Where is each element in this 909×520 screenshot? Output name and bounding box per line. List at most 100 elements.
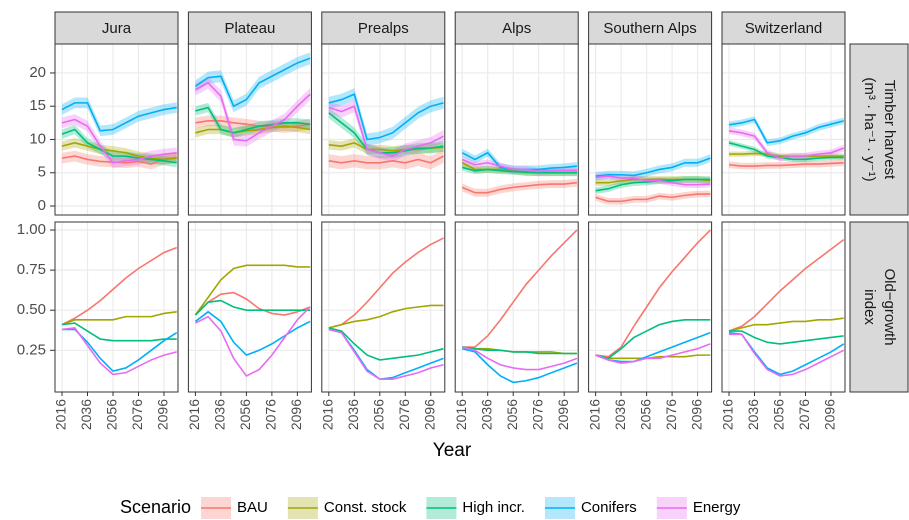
series-line	[61, 311, 177, 326]
series-line	[729, 333, 845, 377]
legend-item: Conifers	[544, 497, 637, 519]
x-tick-label: 2016	[720, 399, 736, 430]
confidence-band	[462, 156, 577, 175]
panel	[454, 43, 579, 216]
x-tick-label: 2056	[771, 399, 787, 430]
panel	[54, 43, 179, 216]
y-tick-label: 10	[29, 130, 46, 147]
series-line	[462, 229, 578, 348]
series-line	[194, 57, 311, 108]
facet-row-label: (m³ · ha⁻¹ · y⁻¹)	[861, 77, 878, 181]
x-tick-label: 2056	[637, 399, 653, 430]
confidence-band	[195, 115, 311, 133]
legend-item: High incr.	[426, 497, 525, 519]
series-line	[595, 175, 711, 186]
x-tick-label: 2056	[370, 399, 386, 430]
series-line	[328, 304, 444, 329]
series-line	[462, 346, 577, 355]
panel-background	[722, 222, 845, 392]
series-line	[328, 112, 444, 154]
panel	[588, 43, 713, 216]
panel-background	[55, 222, 178, 392]
panel-background	[321, 44, 445, 215]
series-line	[61, 102, 177, 132]
x-tick-label: 2076	[663, 399, 679, 430]
panel-border	[54, 221, 179, 393]
y-tick-label: 20	[29, 64, 46, 81]
series-line	[195, 81, 311, 142]
confidence-band	[462, 148, 577, 174]
series-line	[461, 158, 577, 173]
x-tick-label: 2016	[53, 399, 69, 430]
confidence-band	[328, 88, 444, 146]
series-line	[728, 239, 845, 332]
facet-strip	[54, 11, 179, 45]
confidence-band	[328, 138, 444, 156]
series-line	[462, 347, 578, 384]
panel-border	[321, 221, 446, 393]
confidence-band	[462, 159, 577, 177]
y-tick-label: 0	[38, 197, 46, 214]
confidence-band	[328, 107, 444, 159]
facet-strip	[187, 11, 312, 45]
legend-label: Conifers	[581, 499, 637, 516]
series-line	[462, 346, 578, 371]
y-tick-label: 0.75	[17, 261, 46, 278]
series-line	[61, 246, 178, 326]
legend-item: Const. stock	[287, 497, 407, 519]
series-line	[328, 328, 444, 380]
x-tick-label: 2096	[822, 399, 838, 430]
x-tick-label: 2036	[345, 399, 361, 430]
legend-label: Const. stock	[324, 499, 407, 516]
series-line	[461, 181, 578, 194]
series-line	[194, 264, 311, 316]
facet-row-label: Old−growth	[881, 268, 898, 345]
series-line	[728, 317, 844, 332]
panel	[321, 221, 446, 393]
x-tick-label: 2036	[212, 399, 228, 430]
series-line	[194, 291, 311, 316]
facet-strip	[849, 221, 909, 393]
panel	[187, 221, 312, 393]
series-line	[328, 327, 444, 361]
series-line	[729, 330, 844, 345]
panel-border	[588, 43, 713, 216]
x-tick-label: 2016	[186, 399, 202, 430]
series-line	[195, 106, 311, 134]
panel	[721, 221, 846, 393]
panel	[54, 221, 179, 393]
series-line	[61, 326, 177, 376]
y-tick-label: 5	[38, 164, 46, 181]
y-tick-label: 0.50	[17, 301, 46, 318]
x-tick-label: 2056	[104, 399, 120, 430]
confidence-band	[328, 149, 444, 170]
panel-border	[54, 43, 179, 216]
x-tick-label: 2056	[237, 399, 253, 430]
facet-label: Switzerland	[745, 20, 823, 37]
x-tick-label: 2076	[129, 399, 145, 430]
series-line	[195, 125, 311, 134]
series-line	[61, 128, 177, 164]
x-axis-title: Year	[433, 440, 472, 461]
facet-label: Plateau	[224, 20, 275, 37]
x-tick-label: 2076	[796, 399, 812, 430]
series-line	[462, 166, 577, 174]
panel	[588, 221, 713, 393]
series-line	[595, 157, 711, 177]
confidence-band	[595, 176, 711, 195]
series-line	[729, 152, 844, 157]
legend-label: BAU	[237, 499, 268, 516]
series-line	[61, 118, 177, 164]
panel-border	[721, 221, 846, 393]
series-line	[61, 322, 177, 342]
facet-row-label: index	[861, 289, 878, 325]
x-tick-label: 2076	[263, 399, 279, 430]
x-tick-label: 2076	[396, 399, 412, 430]
legend-label: Energy	[693, 499, 741, 516]
series-line	[595, 343, 711, 364]
y-tick-label: 15	[29, 97, 46, 114]
x-tick-label: 2076	[529, 399, 545, 430]
facet-label: Southern Alps	[603, 20, 696, 37]
x-tick-label: 2016	[320, 399, 336, 430]
